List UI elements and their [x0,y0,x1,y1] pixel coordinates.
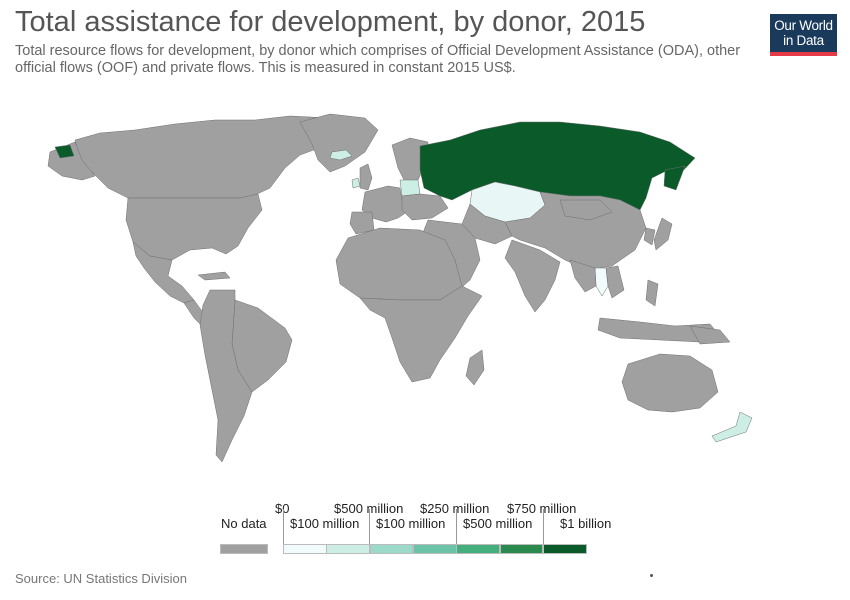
legend-no-data-swatch [220,544,268,554]
country-iberia[interactable] [349,211,375,235]
source-note: Source: UN Statistics Division [15,571,187,586]
legend-swatch [326,544,371,554]
legend-label-bottom-2: $100 million [376,516,446,531]
country-indochina[interactable] [569,259,597,293]
country-new-zealand[interactable] [711,411,753,443]
owid-logo[interactable]: Our World in Data [770,14,837,56]
country-ireland[interactable] [351,177,361,189]
legend-swatch [456,544,500,554]
country-madagascar[interactable] [465,349,485,386]
logo-line-1: Our World [774,18,833,33]
country-canada[interactable] [74,115,346,199]
country-iceland[interactable] [329,149,353,161]
legend-swatch [283,544,327,554]
legend-label-top-3: $250 million [420,501,490,516]
map-legend: No data $0 $500 million $250 million $75… [0,495,850,565]
logo-line-2: in Data [783,33,824,48]
legend-swatch [412,544,457,554]
subtitle-line-1: Total resource flows for development, by… [15,43,741,59]
country-uk[interactable] [359,163,373,191]
country-greenland[interactable] [299,113,379,173]
country-thailand[interactable] [594,267,609,297]
country-vietnam[interactable] [605,265,625,299]
legend-tick [283,509,284,545]
legend-swatch [499,544,544,554]
legend-swatch [542,544,587,554]
legend-label-bottom-1: $100 million [290,516,360,531]
legend-swatch [369,544,414,554]
legend-tick [456,509,457,545]
country-africa-central[interactable] [359,285,483,383]
legend-label-bottom-3: $500 million [463,516,533,531]
legend-label-top-2: $500 million [334,501,404,516]
chart-title: Total assistance for development, by don… [15,6,646,38]
country-usa[interactable] [125,193,263,261]
legend-label-top-1: $0 [275,501,289,516]
country-australia[interactable] [621,353,719,413]
subtitle-line-2: official flows (OOF) and private flows. … [15,60,516,76]
country-south-america-west[interactable] [199,289,253,463]
country-russia[interactable] [419,121,696,211]
country-mongolia[interactable] [559,199,613,221]
country-korea[interactable] [643,227,656,246]
legend-label-bottom-4: $1 billion [560,516,612,531]
footer-dot [650,574,653,577]
chart-subtitle: Total resource flows for development, by… [15,43,755,77]
country-alaska-tip[interactable] [54,144,75,159]
legend-no-data-label: No data [221,516,267,531]
country-philippines[interactable] [645,279,659,307]
legend-tick [543,509,544,545]
world-map [47,113,753,463]
country-kamchatka[interactable] [663,165,686,191]
country-poland[interactable] [399,179,421,197]
country-india[interactable] [504,239,561,313]
legend-tick [369,509,370,545]
country-papua[interactable] [689,325,731,345]
country-cuba[interactable] [197,271,231,281]
country-japan[interactable] [653,217,673,251]
country-eastern-europe[interactable] [401,193,449,221]
legend-label-top-4: $750 million [507,501,577,516]
